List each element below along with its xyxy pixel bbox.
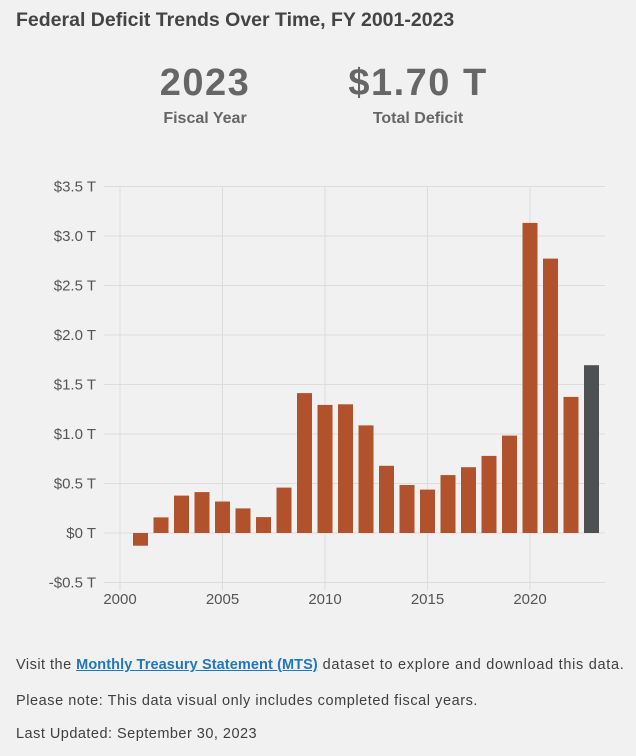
- svg-text:2000: 2000: [103, 591, 136, 608]
- svg-text:$0 T: $0 T: [66, 525, 96, 542]
- svg-text:$2.0 T: $2.0 T: [54, 327, 96, 344]
- svg-text:$2.5 T: $2.5 T: [54, 278, 96, 295]
- svg-text:2010: 2010: [308, 591, 341, 608]
- svg-text:$3.5 T: $3.5 T: [54, 179, 96, 196]
- svg-text:2020: 2020: [513, 591, 546, 608]
- svg-text:2015: 2015: [411, 591, 444, 608]
- svg-text:$1.0 T: $1.0 T: [54, 426, 96, 443]
- svg-text:$1.5 T: $1.5 T: [54, 377, 96, 394]
- svg-text:2005: 2005: [206, 591, 239, 608]
- svg-text:$0.5 T: $0.5 T: [54, 476, 96, 493]
- svg-text:$3.0 T: $3.0 T: [54, 228, 96, 245]
- svg-text:-$0.5 T: -$0.5 T: [49, 575, 96, 592]
